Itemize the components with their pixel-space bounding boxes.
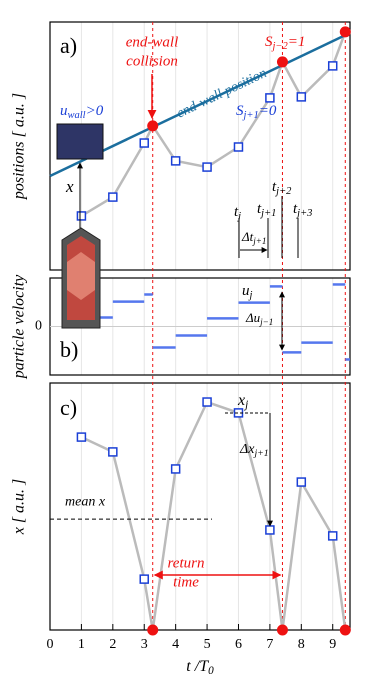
piston-drawing bbox=[56, 123, 104, 329]
du-label-sub: j−1 bbox=[259, 317, 273, 327]
y-axis-label: positions [ a.u. ] bbox=[11, 93, 28, 200]
panel-frame bbox=[49, 21, 351, 271]
collision-marker bbox=[339, 26, 351, 38]
x-label: x bbox=[65, 177, 74, 196]
panel-frame bbox=[49, 382, 351, 631]
dt-label: Δtj+1 bbox=[241, 229, 266, 246]
return-time-label: return bbox=[168, 555, 205, 571]
s-next-label-sub: j+1 bbox=[242, 110, 259, 121]
particle-marker bbox=[296, 92, 307, 102]
x-tick-label: 6 bbox=[235, 637, 242, 652]
time-label-main: t bbox=[272, 179, 277, 195]
x-tick-label: 5 bbox=[204, 637, 211, 652]
y-tick-label: 0 bbox=[35, 319, 42, 334]
s-prev-label-main: S bbox=[265, 34, 273, 50]
panel-label: b) bbox=[60, 337, 78, 362]
x-axis-label-sub: 0 bbox=[208, 665, 214, 677]
plot-layer bbox=[49, 26, 351, 636]
xj-label: xj bbox=[237, 392, 248, 411]
s-next-label: Sj+1=0 bbox=[236, 103, 277, 121]
particle-marker bbox=[327, 531, 338, 541]
s-prev-label: Sj−2=1 bbox=[265, 34, 305, 52]
s-prev-label-post: =1 bbox=[288, 34, 306, 50]
dx-label: Δxj+1 bbox=[239, 442, 269, 459]
s-prev-label-sub: j−2 bbox=[271, 41, 289, 52]
time-label-main: t bbox=[234, 204, 239, 220]
x-tick-label: 0 bbox=[47, 637, 54, 652]
y-axis-label: particle velocity bbox=[11, 274, 28, 379]
x-tick-label: 7 bbox=[266, 637, 273, 652]
particle-marker bbox=[327, 61, 338, 71]
particle-marker bbox=[170, 464, 181, 474]
collision-marker bbox=[147, 624, 159, 636]
panel-label: c) bbox=[60, 395, 77, 420]
time-label-sub: j bbox=[236, 211, 241, 222]
dx-label-main: Δx bbox=[239, 442, 255, 457]
return-time-label: time bbox=[173, 574, 199, 590]
x-tick-label: 3 bbox=[141, 637, 148, 652]
u-label-main: u bbox=[242, 283, 250, 299]
particle-marker bbox=[296, 477, 307, 487]
particle-marker bbox=[202, 397, 212, 407]
time-label-sub: j+1 bbox=[259, 208, 276, 219]
time-label: tj+3 bbox=[293, 201, 312, 219]
collision-marker bbox=[147, 120, 159, 132]
particle-marker bbox=[108, 447, 118, 457]
time-label-sub: j+3 bbox=[295, 208, 312, 219]
xj-label-sub: j bbox=[243, 399, 248, 411]
dt-label-sub: j+1 bbox=[252, 236, 266, 246]
u-wall-label-post: >0 bbox=[86, 103, 104, 119]
x-axis-label: t /T0 bbox=[186, 658, 214, 677]
collision-marker bbox=[339, 624, 351, 636]
piston-highlight bbox=[67, 252, 95, 300]
time-label-main: t bbox=[257, 201, 262, 217]
xj-label-main: x bbox=[237, 392, 245, 409]
u-label: uj bbox=[242, 283, 253, 301]
collision-label: collision bbox=[126, 53, 178, 69]
y-axis-label: x [ a.u. ] bbox=[11, 479, 28, 536]
s-next-label-post: =0 bbox=[259, 103, 277, 119]
mean-label: mean x bbox=[65, 494, 106, 509]
collision-marker bbox=[276, 56, 288, 68]
time-label: tj bbox=[234, 204, 241, 222]
x-tick-label: 8 bbox=[298, 637, 305, 652]
trajectory bbox=[80, 31, 347, 218]
dt-label-main: Δt bbox=[241, 229, 254, 244]
u-wall-label-main: u bbox=[60, 103, 68, 119]
particle-marker bbox=[139, 138, 149, 148]
s-next-label-main: S bbox=[236, 103, 244, 119]
x-tick-label: 2 bbox=[109, 637, 116, 652]
collision-label: end-wall bbox=[126, 34, 179, 50]
particle-marker bbox=[265, 93, 275, 103]
x-axis-label-main: t /T bbox=[186, 658, 209, 675]
particle-marker bbox=[139, 574, 149, 584]
du-label-main: Δu bbox=[245, 310, 261, 325]
particle-marker bbox=[233, 142, 244, 152]
x-tick-label: 9 bbox=[329, 637, 336, 652]
particle-marker bbox=[202, 162, 212, 172]
x-tick-label: 4 bbox=[172, 637, 179, 652]
particle-marker bbox=[108, 192, 118, 202]
panel-label: a) bbox=[60, 33, 77, 58]
u-wall-label-sub: wall bbox=[68, 110, 86, 121]
particle-marker bbox=[76, 432, 87, 442]
end-wall-block bbox=[56, 123, 104, 160]
time-label: tj+1 bbox=[257, 201, 276, 219]
x-tick-label: 1 bbox=[78, 637, 85, 652]
u-label-sub: j bbox=[248, 290, 253, 301]
du-label: Δuj−1 bbox=[245, 310, 273, 327]
time-label: tj+2 bbox=[272, 179, 292, 197]
u-wall-label: uwall>0 bbox=[60, 103, 104, 121]
particle-marker bbox=[265, 525, 275, 535]
time-label-main: t bbox=[293, 201, 298, 217]
particle-marker bbox=[76, 211, 87, 221]
time-label-sub: j+2 bbox=[274, 186, 292, 197]
collision-marker bbox=[276, 624, 288, 636]
dx-label-sub: j+1 bbox=[252, 448, 268, 459]
particle-marker bbox=[170, 156, 181, 166]
trajectory bbox=[80, 400, 347, 631]
